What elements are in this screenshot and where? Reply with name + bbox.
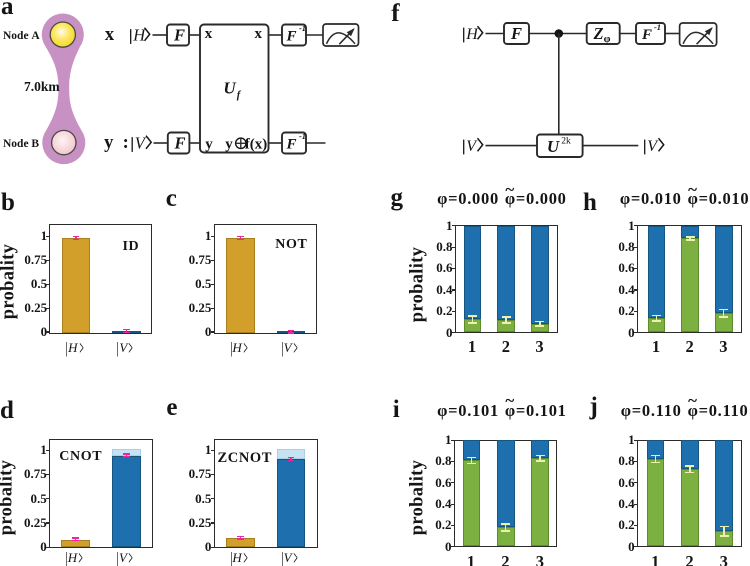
- svg-text:-1: -1: [299, 131, 306, 141]
- svg-text:H: H: [132, 25, 146, 44]
- svg-text:F: F: [173, 26, 185, 45]
- svg-text:F: F: [285, 137, 296, 153]
- svg-text:f: f: [237, 90, 242, 101]
- svg-text:F: F: [641, 27, 652, 43]
- svg-text:V: V: [135, 133, 147, 152]
- svg-text:f(x): f(x): [245, 136, 268, 152]
- svg-text:2k: 2k: [561, 137, 571, 147]
- svg-text:H: H: [465, 26, 479, 43]
- svg-text:U: U: [223, 79, 236, 98]
- svg-text:y :: y :: [104, 133, 129, 153]
- svg-text:x: x: [205, 26, 213, 42]
- svg-text:U: U: [547, 137, 560, 156]
- svg-text:V: V: [647, 138, 659, 155]
- svg-text:y: y: [225, 136, 233, 152]
- svg-text:F: F: [173, 134, 185, 153]
- svg-text:φ: φ: [604, 33, 611, 45]
- svg-text:V: V: [466, 138, 478, 155]
- svg-text:F: F: [510, 24, 522, 43]
- svg-text:y: y: [205, 136, 213, 152]
- svg-text:Z: Z: [592, 24, 603, 43]
- svg-text:-1: -1: [654, 22, 661, 32]
- svg-text:x: x: [255, 26, 263, 42]
- svg-text:-1: -1: [299, 23, 306, 33]
- svg-text:x: x: [105, 25, 115, 45]
- svg-text:F: F: [285, 29, 296, 45]
